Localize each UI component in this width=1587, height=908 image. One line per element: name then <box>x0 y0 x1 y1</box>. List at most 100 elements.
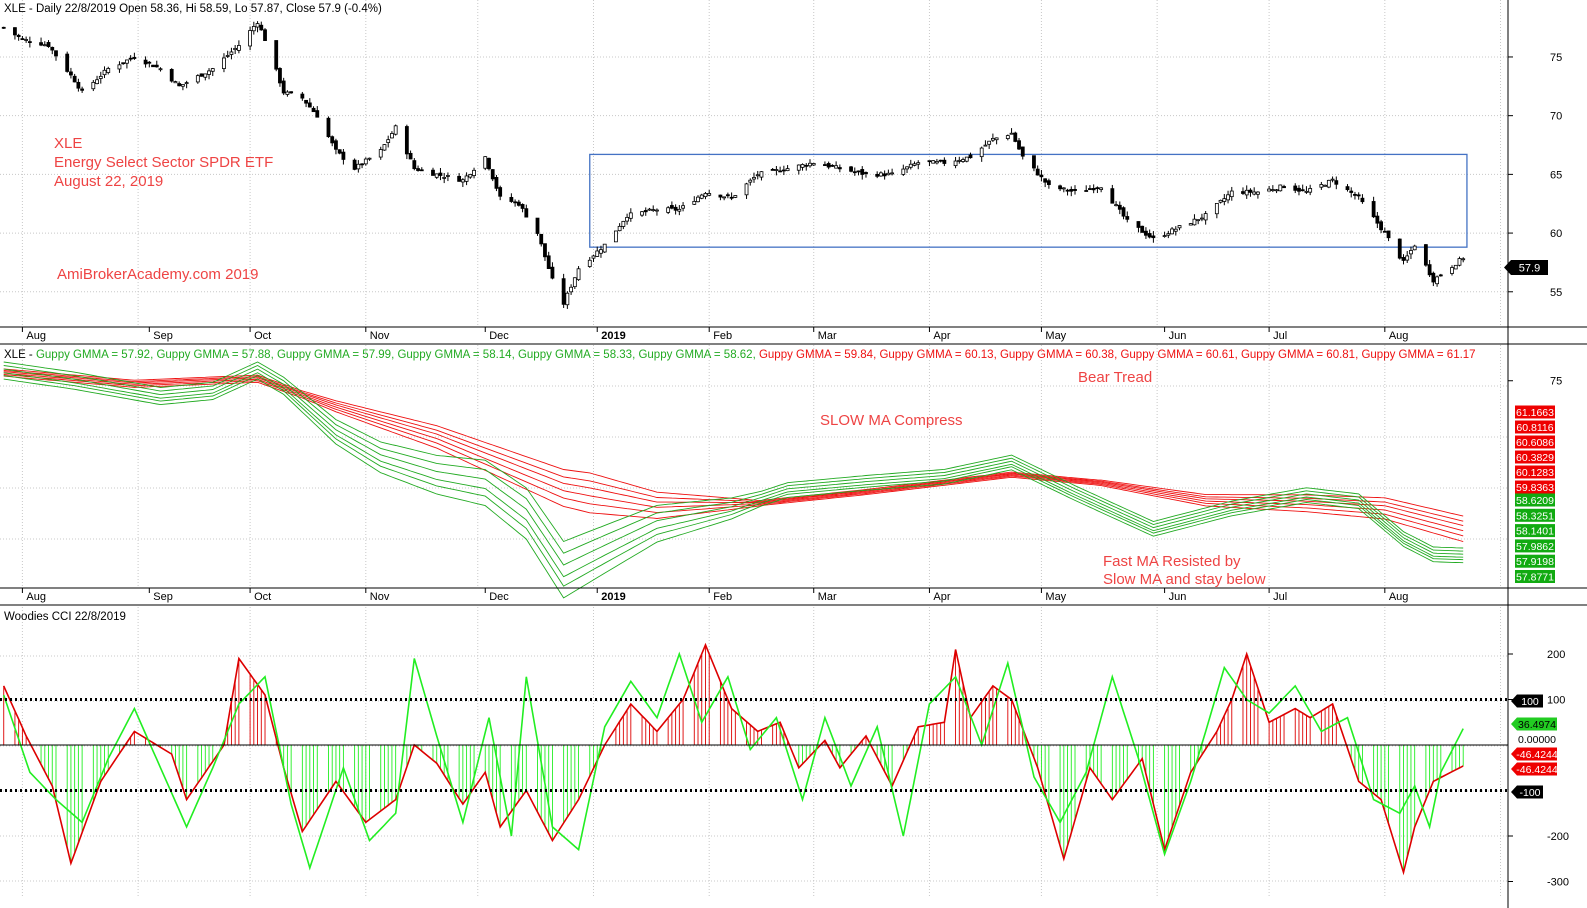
candle-body <box>595 250 600 257</box>
candle-body <box>1371 201 1376 218</box>
cci-value-badge-label: 36.4974 <box>1518 719 1556 731</box>
watermark: AmiBrokerAcademy.com 2019 <box>57 266 258 283</box>
value-badge-label: 60.3829 <box>1516 452 1554 464</box>
candle-body <box>98 75 103 79</box>
x-tick-label: Nov <box>370 330 390 342</box>
candle-body <box>1203 213 1208 221</box>
candle-body <box>811 163 816 166</box>
candle-body <box>961 159 965 162</box>
candle-body <box>979 147 984 158</box>
candle-body <box>905 166 909 170</box>
candle-body <box>785 168 790 172</box>
candle-body <box>158 68 163 71</box>
candle-body <box>755 174 760 177</box>
candle-body <box>1256 191 1260 195</box>
cci-value-badge-label: -46.4244 <box>1516 764 1558 776</box>
value-badge <box>1515 420 1555 434</box>
candle-body <box>651 209 656 212</box>
value-badge <box>1515 493 1555 507</box>
candle-body <box>677 208 682 212</box>
candle-body <box>852 171 857 174</box>
y-tick-label: 200 <box>1547 649 1565 661</box>
candle-body <box>490 169 495 180</box>
candle-body <box>1252 191 1257 195</box>
candle-body <box>1304 190 1309 193</box>
candle-body <box>1382 230 1387 233</box>
value-badge <box>1515 524 1555 538</box>
candle-body <box>1319 184 1324 188</box>
candle-body <box>964 156 969 162</box>
candle-body <box>1353 193 1357 196</box>
candle-body <box>823 164 827 166</box>
fast-ma-line <box>3 372 1464 578</box>
value-badge-label: 58.6209 <box>1516 495 1554 507</box>
value-badge-label: 59.8363 <box>1516 482 1554 494</box>
candle-body <box>673 206 678 211</box>
candle-body <box>890 172 895 175</box>
candle-body <box>699 194 704 199</box>
candle-body <box>274 40 279 70</box>
candle-body <box>143 59 148 65</box>
cci-value-badge-pointer <box>1511 762 1517 776</box>
candle-body <box>774 169 779 171</box>
candle-body <box>1114 204 1118 207</box>
candle-body <box>330 136 335 144</box>
price-panel: 55 60 65 70 75 Aug Sep Oct Nov Dec 2019 Feb Mar Apr M… <box>0 0 1562 342</box>
x-tick-label: Aug <box>26 591 46 603</box>
candle-body <box>643 210 648 213</box>
candle-body <box>446 175 450 177</box>
cci-value-badge-label: 0.00000 <box>1518 734 1556 746</box>
x-tick-label: Jul <box>1273 591 1287 603</box>
candle-body <box>1457 258 1462 266</box>
gmma-header-part: XLE - <box>4 349 36 361</box>
cci-red-line <box>2 642 1464 876</box>
value-badge-label: 60.6086 <box>1516 437 1554 449</box>
fast-ma-line <box>3 374 1464 587</box>
candle-body <box>1435 276 1439 285</box>
candle-body <box>1088 188 1092 190</box>
candle-body <box>625 216 629 222</box>
candle-body <box>304 99 308 104</box>
candle-body <box>1323 184 1327 187</box>
candle-body <box>248 30 252 47</box>
candle-body <box>457 175 462 182</box>
cci-value-badge-label: -100 <box>1519 787 1540 799</box>
candle-body <box>184 82 189 85</box>
candle-body <box>404 126 409 155</box>
candle-body <box>412 160 417 170</box>
candle-body <box>1117 204 1122 210</box>
gmma-header-part: Guppy GMMA = 60.38, <box>1000 349 1121 361</box>
candle-body <box>912 163 917 166</box>
candle-body <box>334 140 338 150</box>
candle-body <box>1297 187 1301 192</box>
candle-body <box>281 80 286 94</box>
candle-body <box>1308 188 1313 193</box>
x-tick-label: Oct <box>254 330 271 342</box>
candle-body <box>386 139 391 143</box>
candle-body <box>935 161 939 164</box>
candle-body <box>259 24 264 31</box>
candle-body <box>696 196 700 203</box>
candle-body <box>613 230 618 243</box>
candle-body <box>1136 221 1141 228</box>
candle-body <box>781 169 786 172</box>
value-badge-label: 60.1283 <box>1516 467 1554 479</box>
candle-body <box>195 75 200 83</box>
candle-body <box>509 197 514 202</box>
cci-value-badge-pointer <box>1511 785 1517 799</box>
candle-body <box>54 50 58 57</box>
candle-body <box>464 175 469 182</box>
candle-body <box>599 249 603 254</box>
value-badge-label: 57.9862 <box>1516 541 1554 553</box>
value-badge <box>1515 480 1555 494</box>
candle-body <box>181 84 185 87</box>
x-tick-label: Nov <box>370 591 390 603</box>
gmma-header-part: Guppy GMMA = 58.33, <box>518 349 639 361</box>
candle-body <box>849 166 853 172</box>
candle-body <box>1151 235 1156 239</box>
candle-body <box>1401 257 1406 261</box>
candle-body <box>1192 218 1197 226</box>
candle-body <box>382 144 387 151</box>
value-badge <box>1515 435 1555 449</box>
x-tick-label: 2019 <box>601 330 625 342</box>
